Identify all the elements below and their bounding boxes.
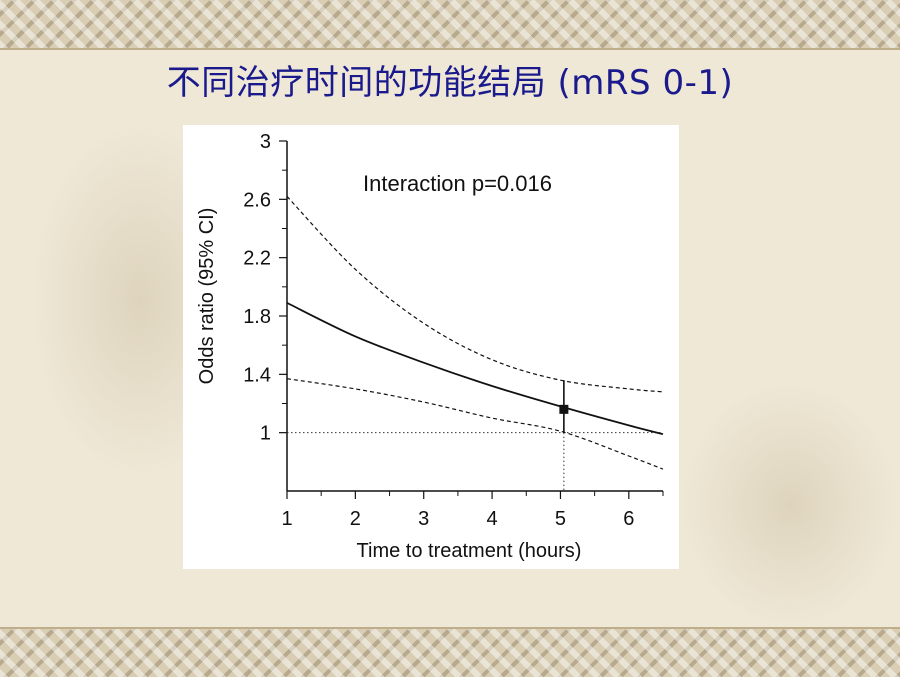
odds-ratio-chart: 1 1.4 1.8 2.2 2.6 3 1 2 3 4 5 6 Time to treatment (h… (196, 131, 664, 562)
y-tick-label: 2.6 (243, 189, 271, 211)
y-tick-label: 1.8 (243, 306, 271, 328)
point-estimate-marker (559, 404, 569, 414)
x-tick-label: 3 (418, 508, 429, 530)
x-tick-label: 2 (350, 508, 361, 530)
lower-ci-line (286, 378, 664, 470)
x-tick-label: 4 (487, 508, 498, 530)
odds-ratio-line (286, 302, 664, 435)
x-tick-label: 5 (555, 508, 566, 530)
chart-card: 1 1.4 1.8 2.2 2.6 3 1 2 3 4 5 6 Time to treatment (h… (183, 125, 679, 569)
y-tick-label: 1 (260, 423, 271, 445)
interaction-annotation: Interaction p=0.016 (363, 171, 552, 196)
y-axis-title: Odds ratio (95% CI) (196, 208, 218, 385)
x-tick-label: 1 (281, 508, 292, 530)
background-watermark (680, 380, 900, 630)
x-tick-label: 6 (623, 508, 634, 530)
upper-ci-line (286, 196, 664, 393)
bottom-border-decoration (0, 627, 900, 677)
slide-title: 不同治疗时间的功能结局 (mRS 0-1) (166, 63, 734, 103)
x-axis-title: Time to treatment (hours) (357, 540, 582, 562)
top-border-decoration (0, 0, 900, 50)
y-tick-label: 2.2 (243, 248, 271, 270)
y-tick-label: 3 (260, 131, 271, 153)
y-tick-label: 1.4 (243, 364, 271, 386)
